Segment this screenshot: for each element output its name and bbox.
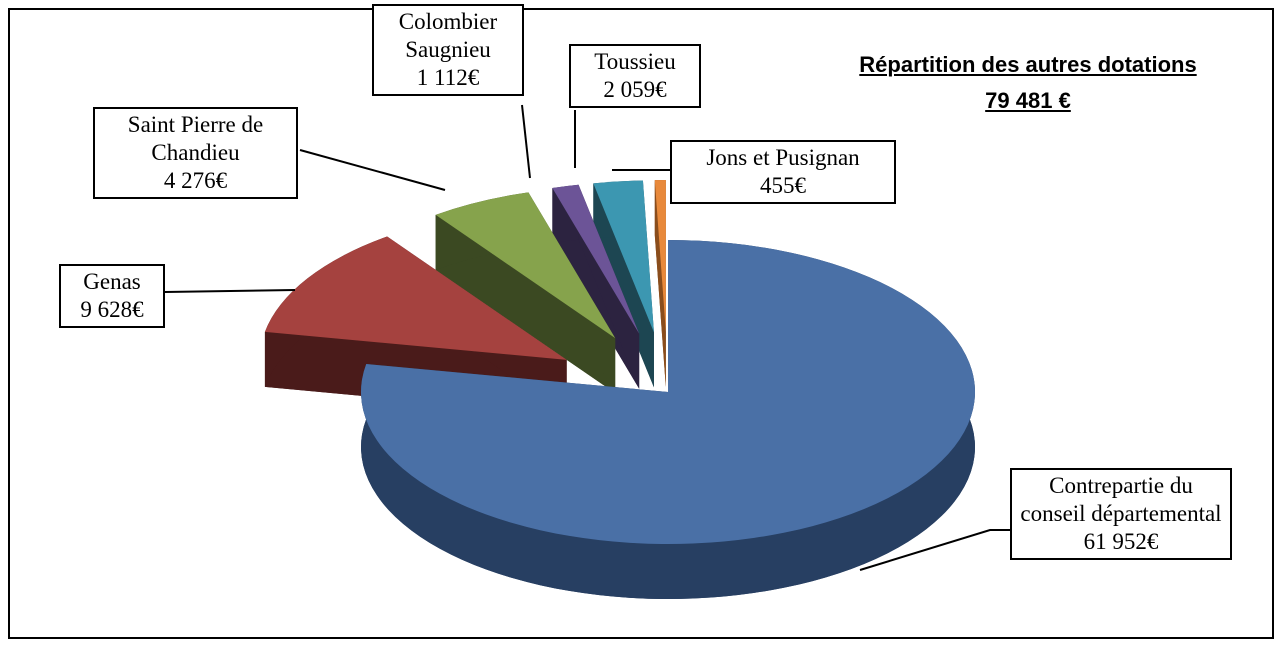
value-label: 455€	[760, 173, 806, 198]
slice-label: Genas 9 628€	[59, 264, 165, 328]
category-label: Contrepartie du conseil départemental	[1020, 473, 1222, 526]
slice-top	[264, 236, 567, 360]
value-label: 9 628€	[80, 297, 144, 322]
chart-subtitle: 79 481 €	[985, 88, 1071, 113]
slice-top	[593, 180, 654, 333]
pie-slice	[435, 192, 616, 394]
category-label: Saint Pierre de Chandieu	[127, 112, 264, 165]
slice-top	[361, 240, 976, 544]
pie-slice	[361, 240, 976, 599]
category-label: Genas	[83, 269, 141, 294]
value-label: 61 952€	[1083, 529, 1159, 554]
slice-label: Toussieu 2 059€	[569, 44, 701, 108]
slice-label: Saint Pierre de Chandieu 4 276€	[93, 107, 298, 199]
slice-top	[654, 180, 666, 333]
slice-label: Colombier Saugnieu 1 112€	[372, 4, 524, 96]
slice-label: Contrepartie du conseil départemental 61 …	[1010, 468, 1232, 560]
leader-line	[164, 289, 296, 293]
leader-line	[859, 529, 1010, 571]
slice-top	[552, 184, 640, 334]
chart-title: Répartition des autres dotations	[859, 52, 1197, 77]
category-label: Colombier Saugnieu	[398, 9, 498, 62]
slice-top	[435, 192, 616, 339]
leader-line	[299, 149, 446, 191]
leader-line	[521, 104, 531, 179]
value-label: 2 059€	[603, 77, 667, 102]
slice-wall	[435, 214, 616, 394]
value-label: 1 112€	[416, 65, 480, 90]
category-label: Toussieu	[594, 49, 676, 74]
category-label: Jons et Pusignan	[706, 145, 860, 170]
slice-label: Jons et Pusignan 455€	[670, 140, 896, 204]
leader-lines	[164, 104, 1010, 571]
value-label: 4 276€	[163, 168, 228, 193]
pie-slice	[654, 180, 666, 388]
